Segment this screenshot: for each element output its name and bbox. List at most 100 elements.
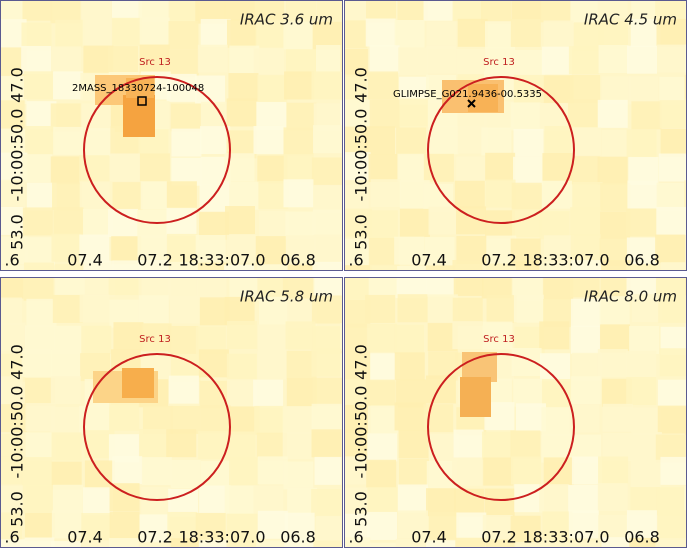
y-tick-label: -10:00:50.0 [8, 386, 27, 479]
pixel [80, 294, 110, 322]
pixel [25, 378, 55, 406]
pixel [539, 321, 569, 349]
pixel [398, 0, 428, 20]
pixel [0, 0, 25, 21]
pixel [0, 297, 22, 325]
pixel [685, 268, 699, 296]
pixel [0, 271, 24, 299]
pixel [368, 154, 398, 182]
pixel [283, 461, 313, 489]
pixel [55, 326, 85, 354]
pixel [139, 295, 169, 323]
pixel [687, 511, 699, 539]
pixel [628, 76, 658, 104]
y-tick-label: 53.0 [352, 491, 371, 527]
x-tick-label: 07.2 [137, 528, 173, 547]
x-tick-label: 07.4 [411, 528, 447, 547]
pixel [452, 321, 482, 349]
pixel [254, 48, 284, 76]
pixel [369, 270, 399, 298]
pixel [22, 0, 52, 21]
pixel [26, 433, 56, 461]
pixel [25, 513, 55, 541]
pixel [169, 376, 199, 404]
pixel [689, 263, 699, 291]
pixel [685, 44, 699, 72]
pixel [368, 406, 398, 434]
pixel [453, 0, 483, 21]
source-label: Src 13 [139, 57, 171, 68]
y-tick-label: 53.0 [8, 491, 27, 527]
pixel [660, 457, 690, 485]
pixel [227, 321, 257, 349]
pixel [627, 46, 657, 74]
pixel [572, 457, 602, 485]
pixel [24, 273, 54, 301]
pixel [366, 460, 396, 488]
pixel [658, 510, 688, 538]
pixel [50, 0, 80, 23]
pixel [598, 100, 628, 128]
pixel [456, 157, 486, 185]
pixel [397, 154, 427, 182]
pixel [510, 430, 540, 458]
pixel [110, 153, 140, 181]
pixel [600, 324, 630, 352]
pixel [141, 181, 171, 209]
pixel [511, 0, 541, 19]
pixel [24, 71, 54, 99]
pixel [51, 46, 81, 74]
pixel [108, 46, 138, 74]
pixel [400, 99, 430, 127]
pixel [482, 271, 512, 299]
pixel [629, 326, 659, 354]
pixel [316, 516, 346, 544]
pixel [283, 431, 313, 459]
pixel [257, 351, 287, 379]
pixel [486, 180, 516, 208]
pixel [257, 75, 287, 103]
bright-pixel [123, 95, 155, 137]
pixel [83, 487, 113, 515]
pixel [140, 18, 170, 46]
y-tick-label: -10:00:50.0 [352, 386, 371, 479]
pixel [142, 457, 172, 485]
x-tick-label: 07.2 [481, 528, 517, 547]
pixel [598, 45, 628, 73]
y-tick-label: 47.0 [8, 67, 27, 103]
x-tick-label: 07.4 [67, 251, 103, 270]
pixel [395, 402, 425, 430]
pixel [112, 18, 142, 46]
pixel [259, 211, 289, 239]
pixel [253, 486, 283, 514]
pixel [228, 73, 258, 101]
pixel [627, 129, 657, 157]
pixel [513, 379, 543, 407]
pixel [485, 489, 515, 517]
pixel [542, 407, 572, 435]
pixel [109, 538, 139, 548]
pixel [545, 126, 575, 154]
pixel [313, 185, 343, 213]
pixel [199, 486, 229, 514]
pixel [139, 429, 169, 457]
pixel [511, 19, 541, 47]
pixel [200, 381, 230, 409]
pixel [631, 101, 661, 129]
pixel [424, 0, 454, 21]
pixel [598, 349, 628, 377]
pixel [370, 45, 400, 73]
pixel [428, 207, 458, 235]
pixel [51, 376, 81, 404]
image [338, 268, 699, 548]
pixel [426, 269, 456, 297]
pixel [395, 20, 425, 48]
panel-title: IRAC 3.6 um [240, 11, 333, 29]
pixel [598, 157, 628, 185]
pixel [201, 19, 231, 47]
pixel [284, 154, 314, 182]
pixel [169, 49, 199, 77]
pixel [516, 403, 546, 431]
pixel [482, 432, 512, 460]
pixel [112, 456, 142, 484]
